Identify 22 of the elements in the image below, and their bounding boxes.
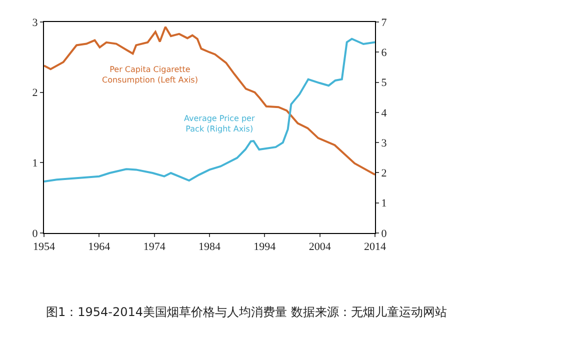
x-tick-label: 1964	[88, 241, 111, 254]
caption: 图1：1954-2014美国烟草价格与人均消费量 数据来源：无烟儿童运动网站	[46, 305, 447, 319]
text: Per Capita Cigarette Consumption (Left Axis)	[102, 65, 198, 84]
y-tick-label: 1	[32, 158, 38, 170]
series-label: Average Price per Pack (Right Axis)	[184, 114, 256, 134]
x-tick-label: 2014	[364, 241, 386, 254]
y2-tick-label: 5	[381, 77, 388, 90]
y2-tick-label: 1	[381, 198, 387, 210]
x-tick-label: 1994	[254, 241, 276, 254]
x-tick-label: 1984	[198, 241, 221, 254]
x-tick-label: 1954	[33, 241, 56, 254]
y2-tick-label: 4	[381, 107, 388, 120]
y2-tick-label: 2	[381, 168, 387, 180]
y-tick-label: 0	[32, 228, 38, 240]
y2-tick-label: 6	[381, 46, 388, 59]
y-tick-label: 3	[32, 16, 38, 29]
x-tick-label: 2004	[308, 241, 332, 254]
y-tick-label: 2	[32, 87, 38, 100]
y2-tick-label: 3	[381, 137, 388, 150]
y2-tick-label: 0	[381, 228, 388, 240]
x-tick-label: 1974	[143, 241, 166, 254]
y2-tick-label: 7	[381, 16, 388, 29]
